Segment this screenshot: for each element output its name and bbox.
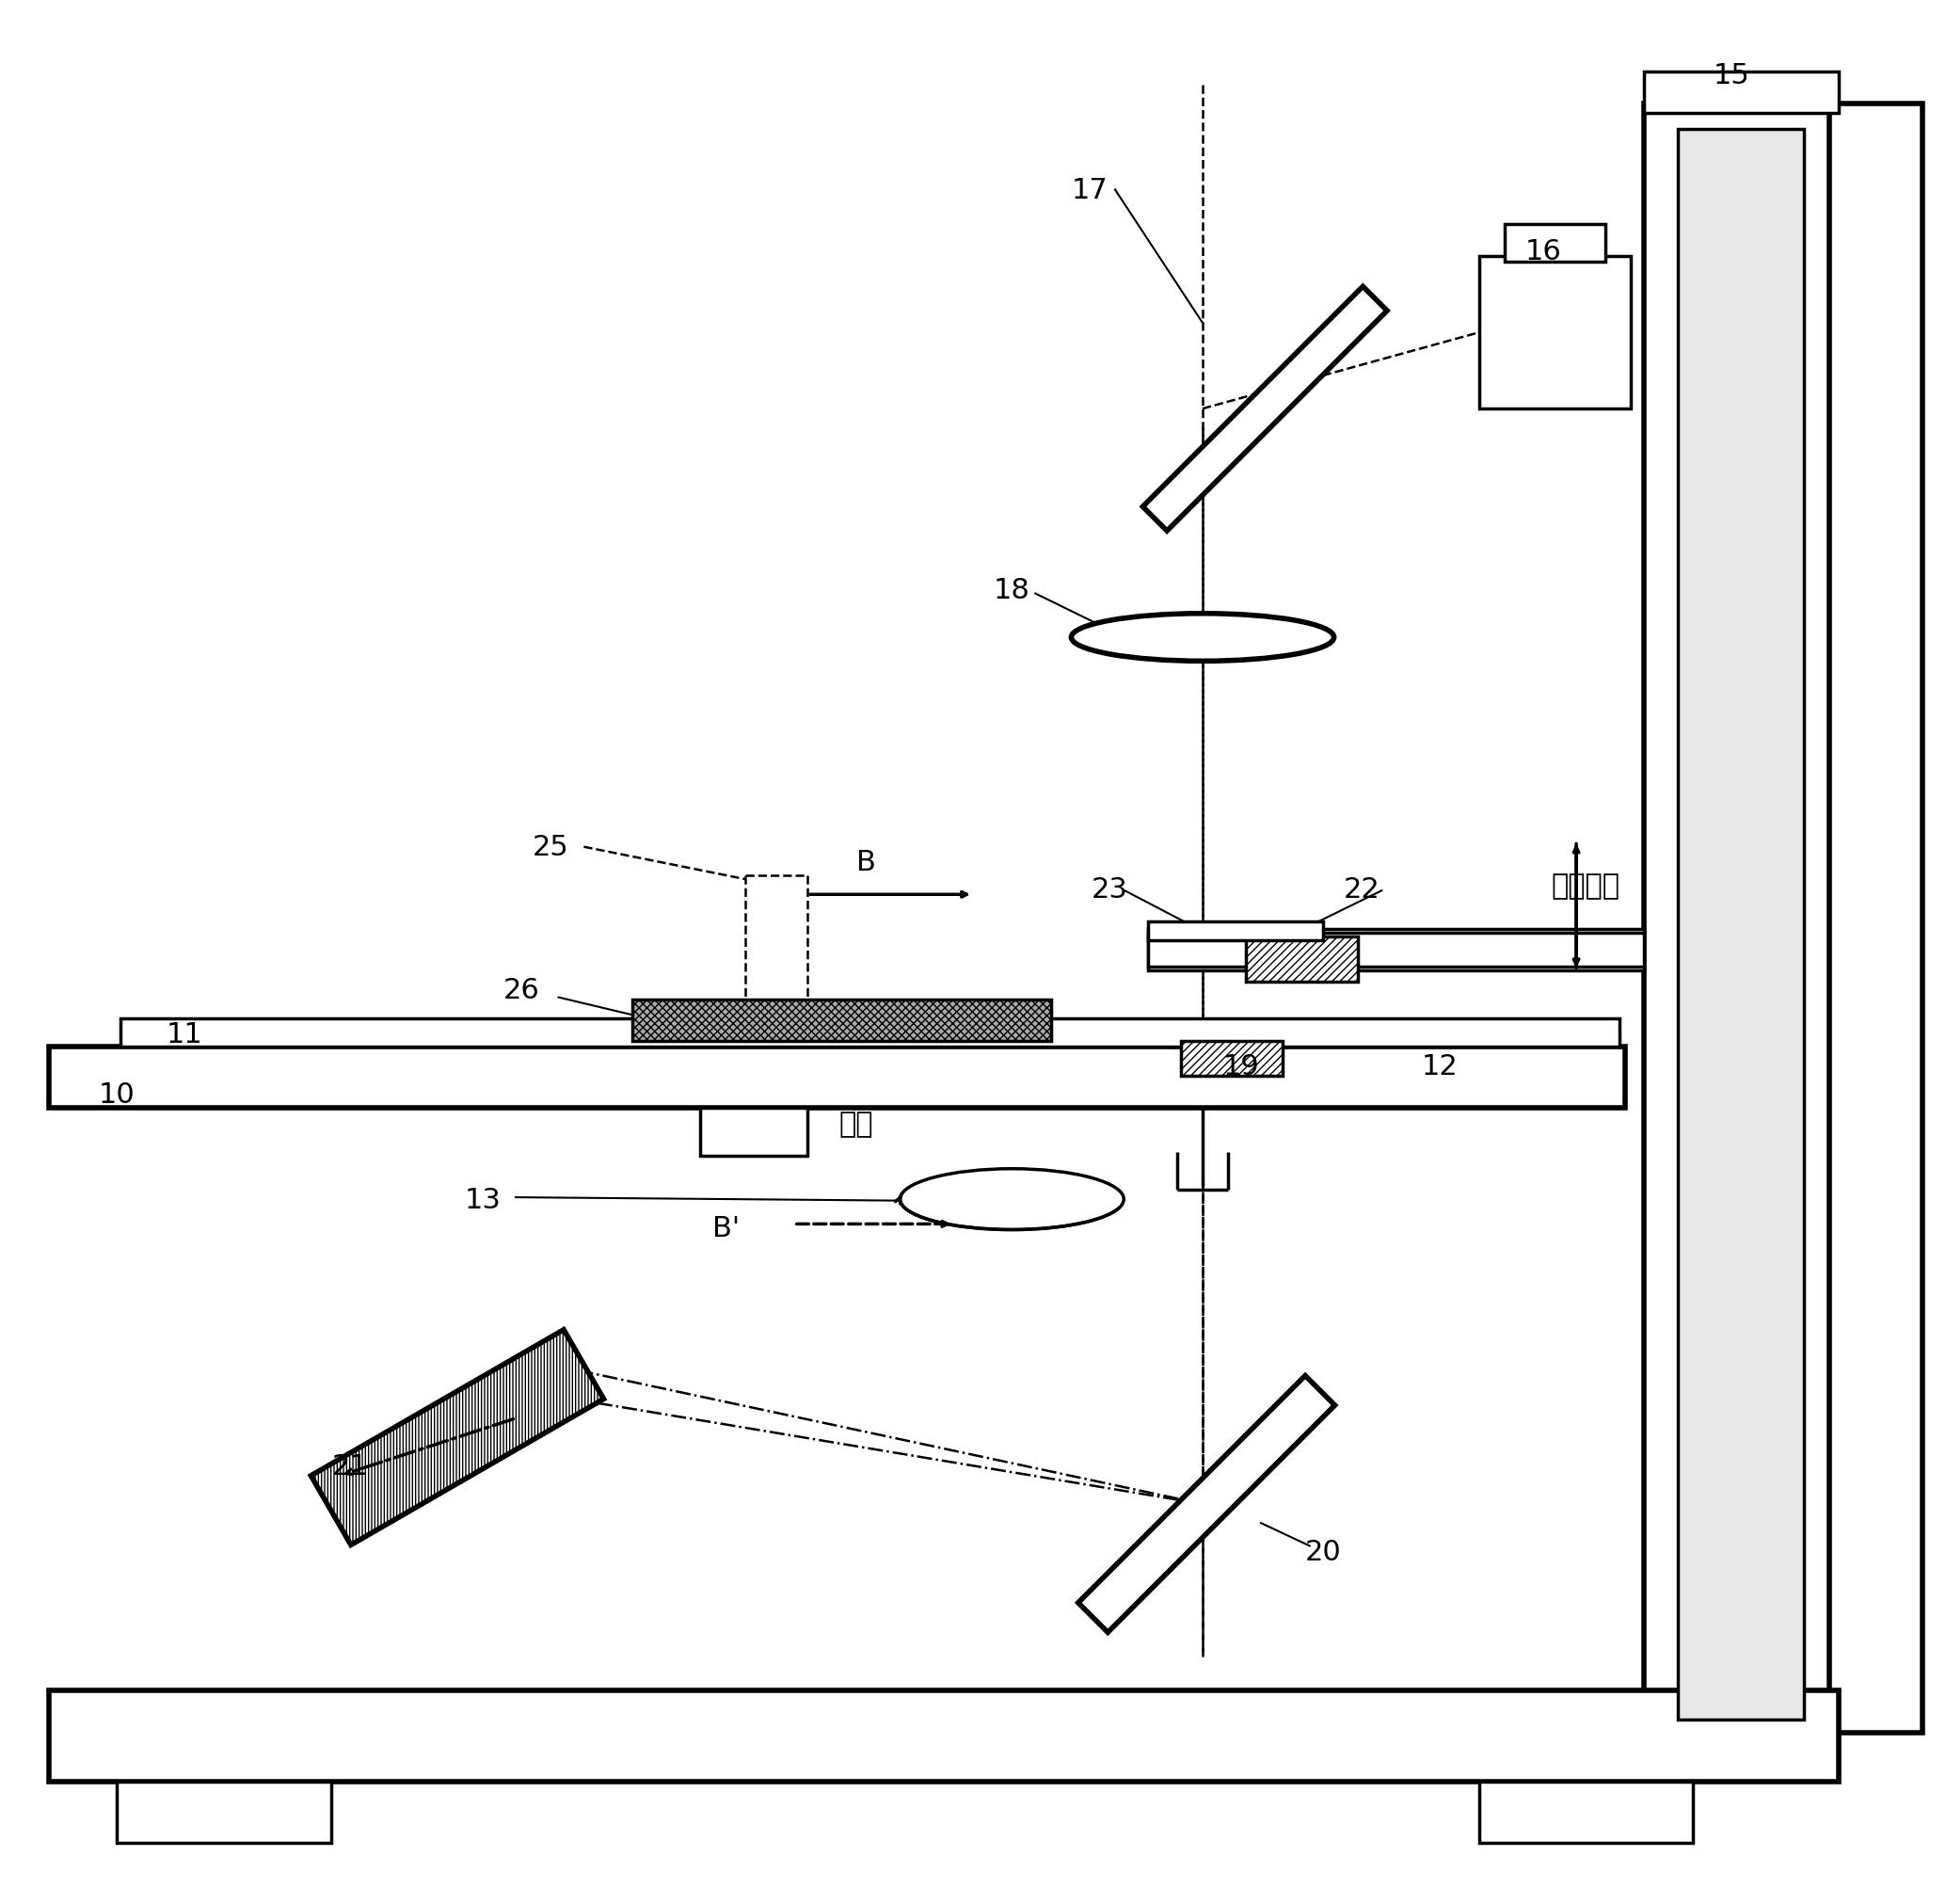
Bar xyxy=(49,1691,1839,1782)
Bar xyxy=(1677,129,1804,1719)
Text: 16: 16 xyxy=(1526,238,1561,265)
Text: B': B' xyxy=(712,1215,739,1241)
Ellipse shape xyxy=(901,1169,1125,1230)
Text: 13: 13 xyxy=(465,1186,500,1213)
Bar xyxy=(1504,225,1605,263)
Text: 26: 26 xyxy=(504,977,539,1003)
Polygon shape xyxy=(1142,288,1387,531)
Bar xyxy=(1148,929,1644,971)
Text: 17: 17 xyxy=(1072,177,1107,204)
Bar xyxy=(1181,1041,1282,1076)
Bar xyxy=(1829,105,1923,1733)
Bar xyxy=(1479,257,1631,409)
Text: B: B xyxy=(856,849,876,876)
Text: 11: 11 xyxy=(167,1021,202,1047)
Polygon shape xyxy=(311,1329,603,1546)
Text: 12: 12 xyxy=(1423,1053,1458,1080)
Bar xyxy=(632,1000,1051,1041)
Text: 22: 22 xyxy=(1345,876,1380,902)
Text: 10: 10 xyxy=(99,1081,134,1108)
Text: 25: 25 xyxy=(533,834,568,861)
Bar xyxy=(701,1108,808,1156)
Text: 旋转: 旋转 xyxy=(839,1110,874,1137)
Ellipse shape xyxy=(1072,615,1335,663)
Bar xyxy=(121,1019,1619,1047)
Text: 23: 23 xyxy=(1092,876,1127,902)
Bar xyxy=(117,1782,331,1843)
Bar xyxy=(49,1047,1625,1108)
Bar xyxy=(1644,105,1839,1733)
Bar xyxy=(1148,922,1323,941)
Bar xyxy=(1245,937,1358,982)
Text: 19: 19 xyxy=(1224,1053,1259,1080)
Bar xyxy=(1644,72,1839,114)
Text: 21: 21 xyxy=(333,1453,368,1479)
Polygon shape xyxy=(1078,1377,1335,1632)
Bar xyxy=(1148,933,1644,967)
Text: 上下移动: 上下移动 xyxy=(1551,872,1621,899)
Bar xyxy=(1479,1782,1693,1843)
Text: 20: 20 xyxy=(1306,1538,1341,1565)
Text: 18: 18 xyxy=(994,577,1029,604)
Text: 15: 15 xyxy=(1714,63,1749,89)
